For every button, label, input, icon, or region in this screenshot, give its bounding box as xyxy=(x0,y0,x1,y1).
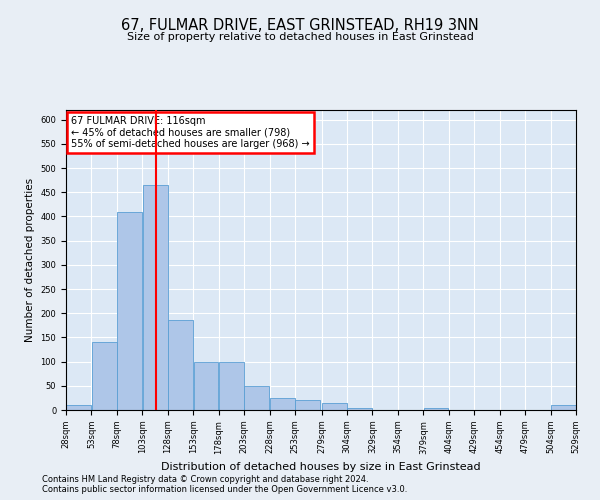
Bar xyxy=(168,320,193,410)
Bar xyxy=(92,342,116,410)
Bar xyxy=(117,212,142,410)
Y-axis label: Number of detached properties: Number of detached properties xyxy=(25,178,35,342)
Bar xyxy=(551,405,576,410)
Bar xyxy=(244,386,269,410)
Bar xyxy=(219,362,244,410)
Bar xyxy=(322,402,347,410)
Text: 67 FULMAR DRIVE: 116sqm
← 45% of detached houses are smaller (798)
55% of semi-d: 67 FULMAR DRIVE: 116sqm ← 45% of detache… xyxy=(71,116,310,149)
Bar xyxy=(347,408,372,410)
Text: 67, FULMAR DRIVE, EAST GRINSTEAD, RH19 3NN: 67, FULMAR DRIVE, EAST GRINSTEAD, RH19 3… xyxy=(121,18,479,32)
Text: Contains public sector information licensed under the Open Government Licence v3: Contains public sector information licen… xyxy=(42,486,407,494)
Bar xyxy=(424,408,448,410)
Bar xyxy=(66,405,91,410)
Text: Size of property relative to detached houses in East Grinstead: Size of property relative to detached ho… xyxy=(127,32,473,42)
Bar xyxy=(143,185,167,410)
X-axis label: Distribution of detached houses by size in East Grinstead: Distribution of detached houses by size … xyxy=(161,462,481,472)
Text: Contains HM Land Registry data © Crown copyright and database right 2024.: Contains HM Land Registry data © Crown c… xyxy=(42,476,368,484)
Bar xyxy=(295,400,320,410)
Bar xyxy=(193,362,218,410)
Bar xyxy=(270,398,295,410)
